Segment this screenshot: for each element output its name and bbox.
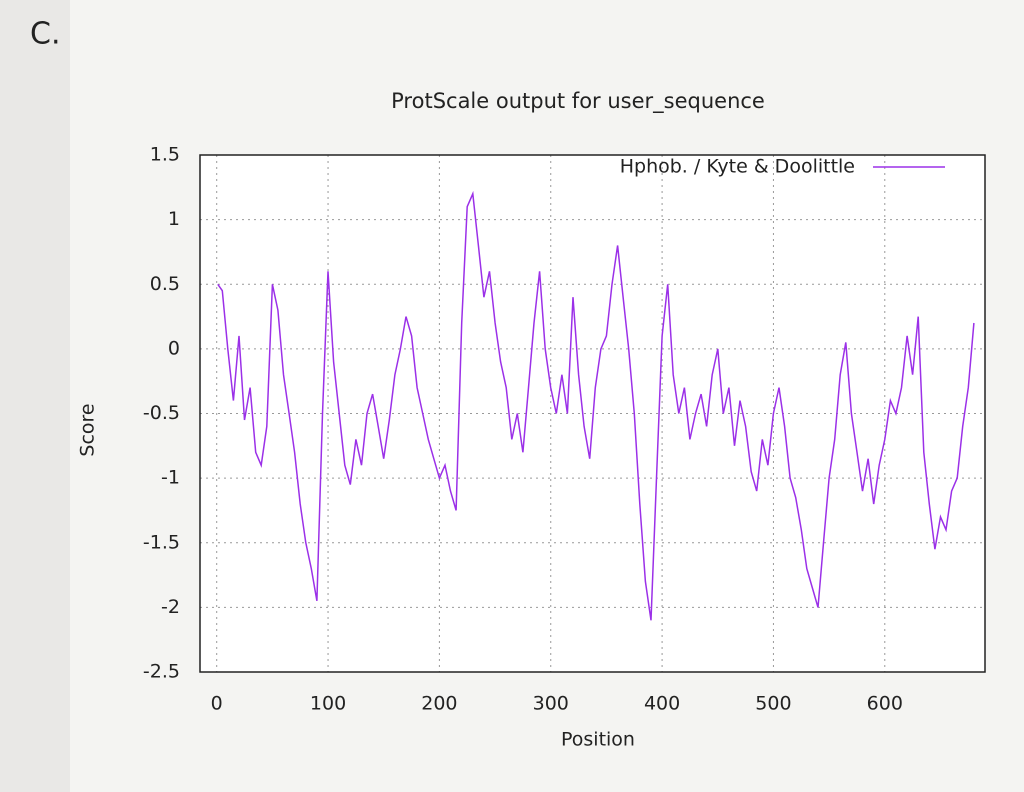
y-tick-label: -2	[161, 596, 180, 618]
x-axis-title: Position	[561, 729, 635, 751]
data-line	[217, 190, 975, 621]
plot-frame	[199, 154, 986, 673]
y-tick-label: -2.5	[143, 661, 180, 683]
legend-label: Hphob. / Kyte & Doolittle	[620, 156, 855, 178]
y-axis-title: Score	[77, 403, 99, 456]
y-tick-label: -1.5	[143, 531, 180, 553]
x-tick-label: 200	[421, 693, 457, 715]
x-tick-label: 300	[533, 693, 569, 715]
y-tick-label: 0.5	[150, 273, 180, 295]
y-tick-label: 1.5	[150, 144, 180, 166]
y-tick-label: 1	[168, 208, 180, 230]
y-tick-label: -1	[161, 467, 180, 489]
x-tick-label: 500	[755, 693, 791, 715]
y-tick-label: 0	[168, 337, 180, 359]
x-tick-label: 0	[211, 693, 223, 715]
figure-label: C.	[30, 17, 60, 52]
chart-title: ProtScale output for user_sequence	[391, 89, 765, 114]
x-tick-label: 100	[310, 693, 346, 715]
x-tick-label: 600	[867, 693, 903, 715]
x-tick-label: 400	[644, 693, 680, 715]
y-tick-label: -0.5	[143, 402, 180, 424]
